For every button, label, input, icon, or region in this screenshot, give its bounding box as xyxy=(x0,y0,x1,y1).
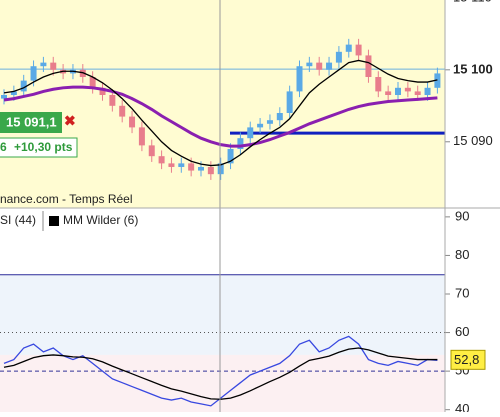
change-label: +10,30 pts xyxy=(14,140,73,154)
candle-body xyxy=(345,44,352,52)
y-tick-label: 80 xyxy=(455,247,469,262)
legend-label: MM Wilder (6) xyxy=(63,213,138,227)
legend-label: SI (44) xyxy=(0,213,36,227)
y-tick-label: 15 090 xyxy=(453,133,493,148)
y-tick-label: 70 xyxy=(455,285,469,300)
candle-body xyxy=(414,91,421,96)
candle-body xyxy=(276,112,283,121)
candle-body xyxy=(89,77,96,88)
candle-body xyxy=(217,163,224,175)
candle-body xyxy=(138,127,145,146)
price-tag-label: 15 091,1 xyxy=(6,114,57,129)
y-tick-label: 15 100 xyxy=(453,61,493,76)
candle-body xyxy=(50,62,57,70)
legend xyxy=(0,211,156,231)
candle-body xyxy=(79,69,86,78)
candle-body xyxy=(375,77,382,92)
candle-body xyxy=(158,156,165,164)
candle-body xyxy=(188,163,195,171)
candle-body xyxy=(30,66,37,81)
candle-body xyxy=(404,87,411,92)
candle-body xyxy=(326,62,333,70)
last-value-label: 52,8 xyxy=(454,352,479,367)
candle-body xyxy=(424,87,431,96)
change-partial: 6 xyxy=(0,140,7,154)
candle-body xyxy=(99,87,106,96)
candle-body xyxy=(10,91,17,96)
candle-body xyxy=(355,44,362,56)
candle-body xyxy=(40,62,47,67)
candle-body xyxy=(385,91,392,96)
candle-body xyxy=(335,51,342,63)
candle-body xyxy=(148,145,155,157)
candle-body xyxy=(109,95,116,106)
close-icon[interactable]: ✖ xyxy=(64,113,76,129)
candle-body xyxy=(178,163,185,167)
series-line xyxy=(3,335,438,407)
price-tag xyxy=(0,112,62,133)
zone xyxy=(0,274,445,355)
candle-body xyxy=(168,163,175,167)
candle-body xyxy=(129,116,136,128)
candle-body xyxy=(119,105,126,117)
y-tick-label: 15 110 xyxy=(453,0,492,4)
candle-body xyxy=(286,91,293,113)
candle-body xyxy=(316,62,323,70)
candle-body xyxy=(207,166,214,175)
y-tick-label: 60 xyxy=(455,324,469,339)
moving-average xyxy=(3,85,438,148)
last-value-tag xyxy=(450,349,486,370)
change-tag xyxy=(0,137,78,158)
candle-body xyxy=(20,80,27,92)
candle-body xyxy=(266,120,273,124)
candle-body xyxy=(434,73,441,88)
candle-body xyxy=(296,66,303,92)
candle-body xyxy=(257,123,264,128)
source: nance.com - Temps Réel xyxy=(0,192,133,206)
y-tick-label: 40 xyxy=(455,401,469,412)
candle-body xyxy=(365,55,372,78)
candle-body xyxy=(227,148,234,164)
zone xyxy=(0,354,445,412)
candle-body xyxy=(1,95,7,99)
candle-body xyxy=(198,166,204,171)
candle-body xyxy=(395,87,401,96)
series-line xyxy=(3,347,438,400)
candle-body xyxy=(306,62,313,67)
moving-average xyxy=(3,59,438,167)
y-tick-label: 90 xyxy=(455,208,469,223)
candle-body xyxy=(237,138,244,149)
legend-swatch xyxy=(49,216,59,226)
candle-body xyxy=(247,127,254,139)
